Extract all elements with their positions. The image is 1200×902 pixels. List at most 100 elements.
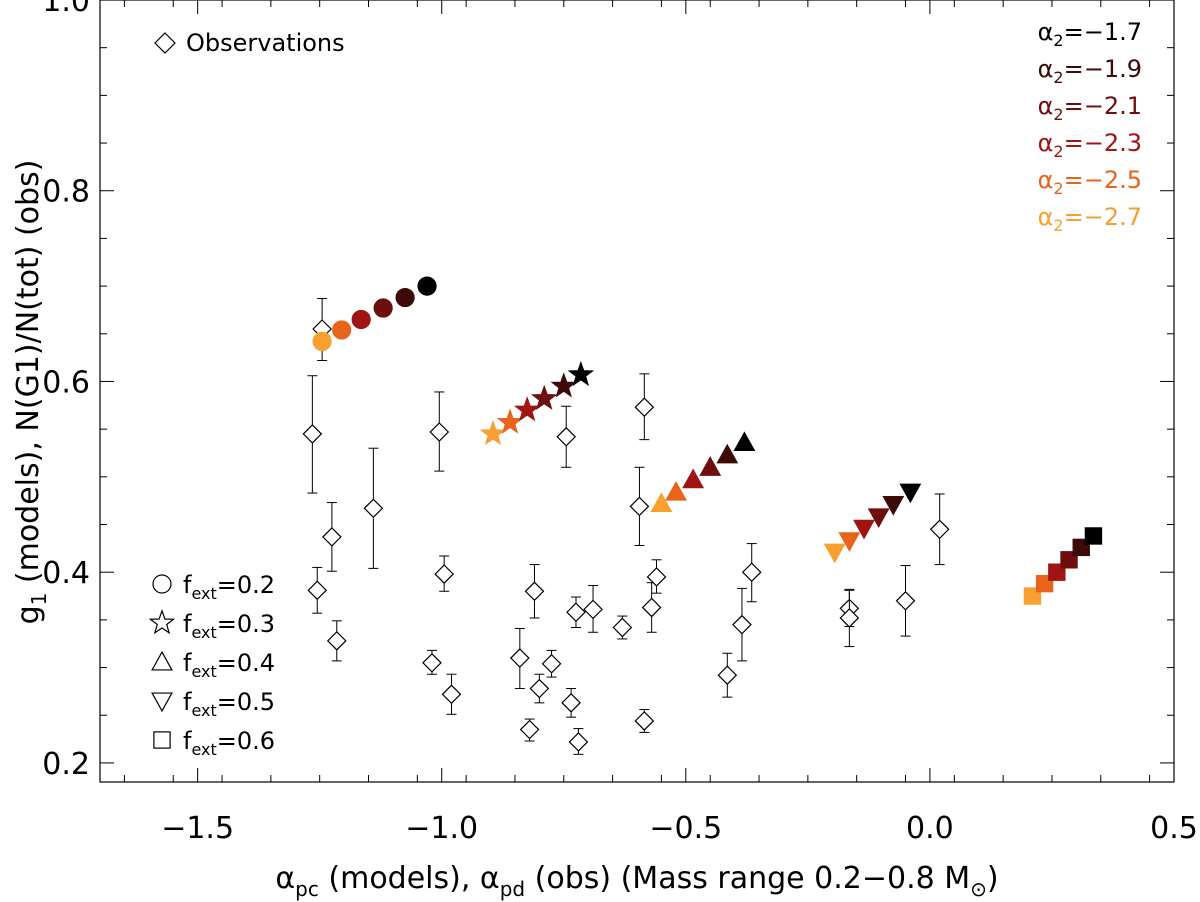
observation-point bbox=[568, 728, 589, 755]
observation-diamond bbox=[634, 397, 655, 418]
symbol-legend-value: =0.2 bbox=[217, 571, 275, 599]
observation-point bbox=[429, 391, 450, 472]
symbol-legend-sub: ext bbox=[191, 584, 216, 603]
observation-diamond bbox=[839, 608, 860, 628]
legend-triangle-down-icon bbox=[151, 692, 173, 713]
alpha-legend-sub: 2 bbox=[1053, 31, 1063, 50]
observation-point bbox=[646, 559, 667, 594]
alpha-legend-entry: α2=−2.1 bbox=[1038, 92, 1142, 124]
legend-triangle-up-icon bbox=[151, 650, 173, 671]
observation-point bbox=[634, 709, 655, 733]
observation-diamond bbox=[634, 711, 655, 731]
observation-point bbox=[312, 297, 332, 361]
x-axis-title-alpha2: α bbox=[480, 861, 500, 896]
model-point-triangle-down bbox=[853, 519, 875, 540]
y-tick-label: 0.4 bbox=[42, 556, 90, 591]
observation-diamond bbox=[583, 599, 603, 620]
alpha-legend-symbol: α bbox=[1038, 18, 1054, 46]
symbol-legend-symbol: f bbox=[183, 571, 192, 599]
model-point-triangle-down bbox=[867, 508, 890, 529]
alpha-legend-sub: 2 bbox=[1053, 142, 1063, 161]
symbol-legend-symbol: f bbox=[183, 610, 192, 638]
observation-point bbox=[524, 564, 545, 619]
symbol-legend-value: =0.6 bbox=[217, 727, 275, 755]
model-series-circle bbox=[312, 276, 437, 352]
observation-point bbox=[561, 688, 581, 718]
axes: −1.5 −1.0 −0.5 0.0 0.5 0.2 0.4 0.6 0.8 1.0 bbox=[42, 0, 1198, 846]
observation-point bbox=[629, 466, 650, 546]
model-point-circle bbox=[351, 309, 371, 330]
observation-diamond bbox=[363, 498, 384, 519]
observation-diamond bbox=[556, 426, 577, 447]
y-tick-label: 0.6 bbox=[42, 365, 90, 400]
alpha-legend-value: =−2.5 bbox=[1064, 166, 1142, 194]
observation-point bbox=[566, 596, 586, 629]
symbol-legend-value: =0.5 bbox=[217, 688, 275, 716]
model-point-triangle-down bbox=[838, 532, 861, 552]
symbol-legend-entry: fext=0.5 bbox=[183, 688, 275, 720]
symbol-legend-symbol: f bbox=[183, 649, 192, 677]
model-point-triangle-up bbox=[650, 492, 673, 513]
model-series-triangle-down bbox=[823, 483, 922, 564]
symbol-legend-entry: fext=0.2 bbox=[183, 571, 275, 603]
model-point-star bbox=[550, 372, 578, 398]
observation-point bbox=[612, 615, 633, 640]
model-point-star bbox=[496, 408, 524, 434]
alpha-legend-value: =−2.1 bbox=[1064, 92, 1142, 120]
model-point-triangle-down bbox=[882, 495, 905, 516]
model-series-star bbox=[479, 360, 595, 446]
alpha-legend: α2=−1.7α2=−1.9α2=−2.1α2=−2.3α2=−2.5α2=−2… bbox=[1038, 18, 1142, 235]
models-layer bbox=[312, 276, 1103, 605]
observation-point bbox=[434, 555, 455, 592]
plot-frame bbox=[99, 0, 1175, 783]
model-point-triangle-down bbox=[823, 543, 846, 564]
model-point-triangle-up bbox=[733, 431, 756, 452]
observation-diamond bbox=[895, 590, 916, 611]
observation-diamond bbox=[429, 422, 450, 442]
observation-point bbox=[307, 566, 328, 614]
x-tick-label: −1.5 bbox=[161, 811, 234, 846]
alpha-legend-sub: 2 bbox=[1053, 68, 1063, 87]
observation-diamond bbox=[519, 719, 540, 740]
observation-diamond bbox=[561, 692, 581, 713]
x-axis-title-sun: ⊙ bbox=[970, 877, 987, 901]
alpha-legend-sub: 2 bbox=[1053, 179, 1063, 198]
observation-diamond bbox=[524, 581, 545, 602]
observation-point bbox=[641, 582, 662, 633]
y-axis-title-rest: (models), N(G1)/N(tot) (obs) bbox=[11, 160, 46, 593]
x-tick-label: 0.5 bbox=[1150, 811, 1198, 846]
observation-point bbox=[422, 649, 442, 675]
x-axis-title-alpha1: α bbox=[275, 861, 295, 896]
model-point-circle bbox=[312, 331, 332, 352]
observation-point bbox=[509, 627, 530, 690]
alpha-legend-symbol: α bbox=[1038, 92, 1054, 120]
alpha-legend-symbol: α bbox=[1038, 55, 1054, 83]
legend-square-icon bbox=[153, 731, 171, 749]
symbol-legend-symbol: f bbox=[183, 727, 192, 755]
x-axis-title-sub1: pc bbox=[295, 877, 319, 901]
observations-legend-label: Observations bbox=[186, 29, 345, 57]
observation-diamond bbox=[566, 602, 586, 623]
observation-point bbox=[839, 588, 860, 648]
legend-circle-icon bbox=[152, 574, 172, 594]
alpha-legend-entry: α2=−2.5 bbox=[1038, 166, 1142, 198]
symbol-legend-entry: fext=0.3 bbox=[183, 610, 275, 642]
observation-diamond bbox=[646, 567, 667, 587]
observation-point bbox=[541, 649, 562, 678]
observation-point bbox=[929, 493, 950, 566]
observation-point bbox=[741, 543, 762, 603]
x-tick-label: −0.5 bbox=[649, 811, 722, 846]
x-axis-title-tail: (obs) (Mass range 0.2−0.8 M bbox=[525, 861, 970, 896]
observation-diamond bbox=[302, 424, 323, 444]
y-tick-label: 0.2 bbox=[42, 747, 90, 782]
alpha-legend-entry: α2=−1.7 bbox=[1038, 18, 1142, 50]
alpha-legend-value: =−2.3 bbox=[1064, 129, 1142, 157]
alpha-legend-symbol: α bbox=[1038, 203, 1054, 231]
observation-diamond bbox=[929, 519, 950, 540]
alpha-legend-sub: 2 bbox=[1053, 105, 1063, 124]
observation-point bbox=[326, 620, 347, 662]
model-point-triangle-up bbox=[699, 456, 722, 476]
alpha-legend-entry: α2=−1.9 bbox=[1038, 55, 1142, 87]
symbol-legend-sub: ext bbox=[191, 701, 216, 720]
